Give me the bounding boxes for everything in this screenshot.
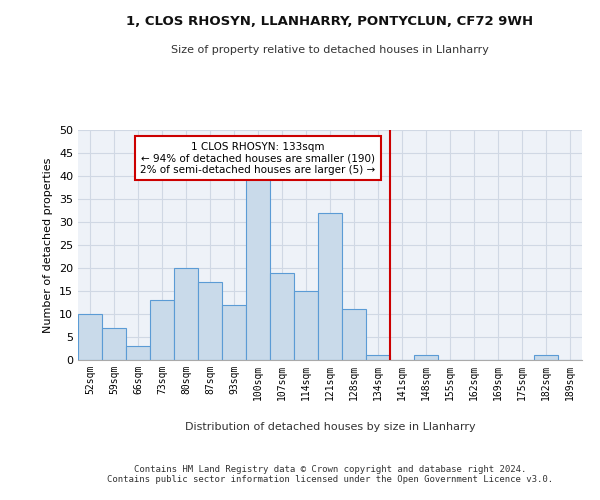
- Bar: [78, 314, 102, 360]
- Text: 1 CLOS RHOSYN: 133sqm
← 94% of detached houses are smaller (190)
2% of semi-deta: 1 CLOS RHOSYN: 133sqm ← 94% of detached …: [140, 142, 376, 174]
- Text: 1, CLOS RHOSYN, LLANHARRY, PONTYCLUN, CF72 9WH: 1, CLOS RHOSYN, LLANHARRY, PONTYCLUN, CF…: [127, 15, 533, 28]
- Bar: [150, 300, 174, 360]
- Bar: [222, 305, 246, 360]
- Bar: [102, 328, 126, 360]
- Bar: [174, 268, 198, 360]
- Bar: [294, 291, 318, 360]
- Text: Distribution of detached houses by size in Llanharry: Distribution of detached houses by size …: [185, 422, 475, 432]
- Bar: [270, 272, 294, 360]
- Bar: [126, 346, 150, 360]
- Bar: [534, 356, 558, 360]
- Bar: [342, 310, 366, 360]
- Bar: [246, 176, 270, 360]
- Bar: [198, 282, 222, 360]
- Bar: [366, 356, 390, 360]
- Y-axis label: Number of detached properties: Number of detached properties: [43, 158, 53, 332]
- Bar: [414, 356, 438, 360]
- Bar: [318, 213, 342, 360]
- Text: Contains HM Land Registry data © Crown copyright and database right 2024.
Contai: Contains HM Land Registry data © Crown c…: [107, 465, 553, 484]
- Text: Size of property relative to detached houses in Llanharry: Size of property relative to detached ho…: [171, 45, 489, 55]
